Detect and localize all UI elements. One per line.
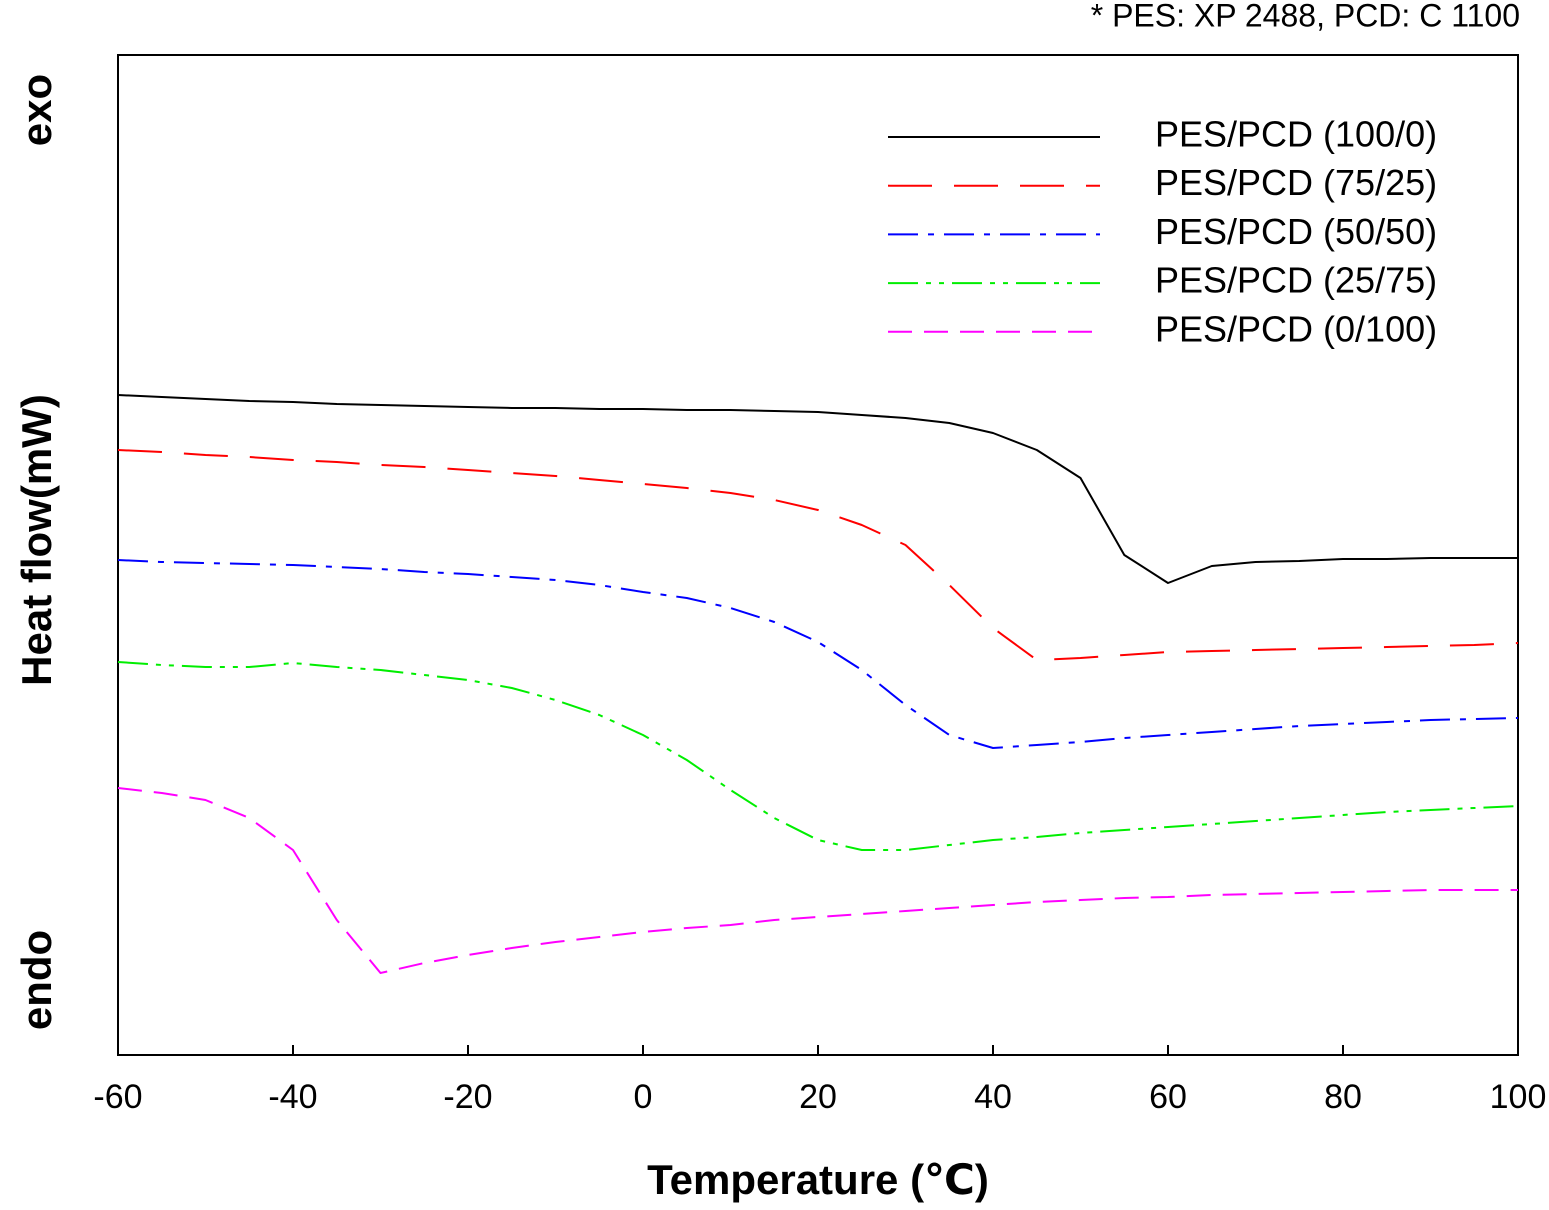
data-line [117,559,1519,749]
exo-label: exo [13,74,60,146]
x-tick-label: -40 [268,1078,317,1116]
legend-label: PES/PCD (25/75) [1155,260,1437,301]
legend-label: PES/PCD (100/0) [1155,114,1437,155]
note: * PES: XP 2488, PCD: C 1100 [1091,0,1520,33]
x-tick-label: 60 [1149,1078,1187,1116]
legend-label: PES/PCD (50/50) [1155,211,1437,252]
data-line [117,394,1518,584]
x-tick-label: 0 [634,1078,653,1116]
x-tick-label: 100 [1490,1078,1547,1116]
y-axis-title: Heat flow(mW) [13,394,60,686]
x-tick-label: 80 [1324,1078,1362,1116]
data-line [117,787,1518,974]
x-tick-label: -20 [443,1078,492,1116]
endo-label: endo [13,930,60,1030]
x-tick-label: 40 [974,1078,1012,1116]
legend-label: PES/PCD (0/100) [1155,308,1437,349]
data-line [117,661,1519,851]
x-axis-title: Temperature (℃) [647,1156,989,1203]
legend-label: PES/PCD (75/25) [1155,162,1437,203]
x-tick-label: -60 [93,1078,142,1116]
x-tick-label: 20 [799,1078,837,1116]
data-line [117,449,1519,661]
